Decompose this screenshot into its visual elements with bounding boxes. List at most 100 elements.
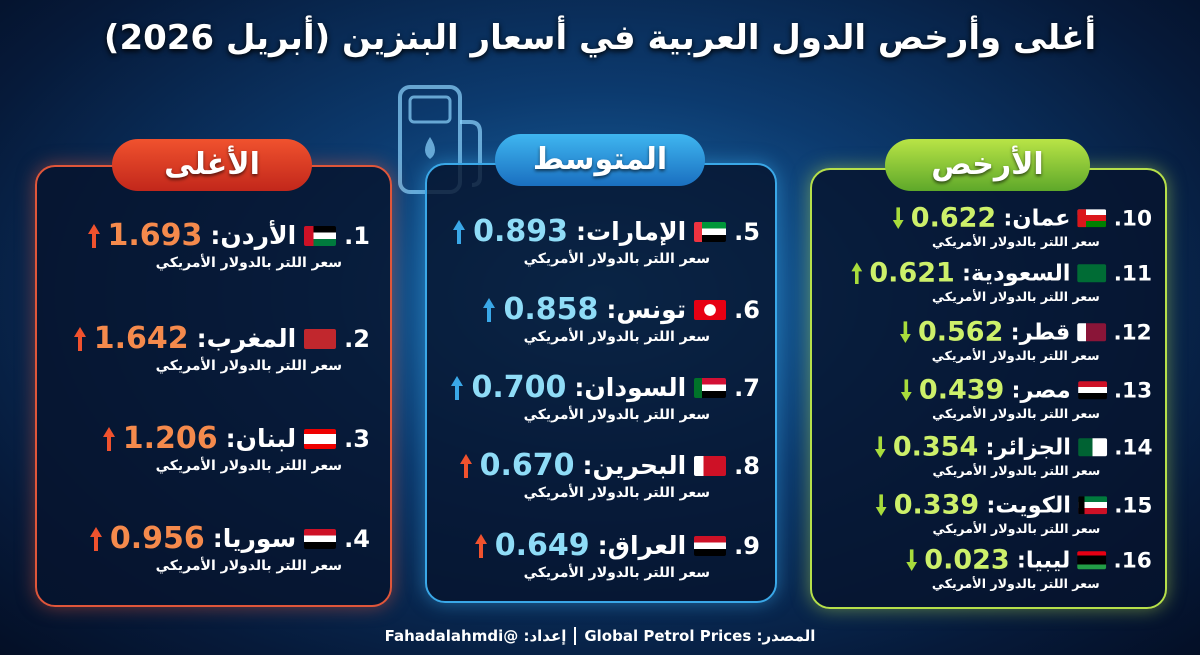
rank: 9. <box>734 531 760 560</box>
rank: 10. <box>1113 205 1152 231</box>
item-row: 8. البحرين: 0.670 <box>459 448 760 483</box>
separator <box>574 627 577 645</box>
column-heading: الأرخص <box>885 139 1090 191</box>
item-row: 3. لبنان: 1.206 <box>102 421 370 456</box>
rank: 3. <box>344 424 370 453</box>
list-item: 6. تونس: 0.858 سعر اللتر بالدولار الأمريكي <box>483 292 760 345</box>
price: 0.956 <box>109 521 205 556</box>
item-row: 4. سوريا: 0.956 <box>89 521 370 556</box>
list-item: 7. السودان: 0.700 سعر اللتر بالدولار الأمري… <box>451 370 760 423</box>
item-row: 12. قطر: 0.562 <box>900 316 1152 348</box>
flag <box>304 528 337 549</box>
rank: 15. <box>1113 492 1152 518</box>
item-row: 6. تونس: 0.858 <box>483 292 760 327</box>
flag <box>304 225 337 246</box>
flag <box>1077 380 1107 399</box>
price: 1.206 <box>122 421 218 456</box>
trend-arrow <box>474 533 487 558</box>
country-name: العراق: <box>597 531 687 560</box>
country-name: ليبيا: <box>1017 546 1071 573</box>
item-row: 10. عمان: 0.622 <box>892 202 1152 234</box>
rank: 14. <box>1113 434 1152 460</box>
trend-arrow <box>87 223 100 248</box>
rank: 11. <box>1113 260 1152 286</box>
list-item: 11. السعودية: 0.621 سعر اللتر بالدولار الأم… <box>851 257 1152 305</box>
country-name: البحرين: <box>582 451 687 480</box>
rank: 1. <box>344 221 370 250</box>
trend-arrow <box>892 206 904 229</box>
rank: 16. <box>1113 547 1152 573</box>
price: 0.439 <box>918 374 1005 406</box>
item-row: 14. الجزائر: 0.354 <box>874 431 1152 463</box>
price: 1.693 <box>107 218 203 253</box>
country-name: قطر: <box>1010 318 1071 345</box>
flag <box>694 299 727 320</box>
price-unit: سعر اللتر بالدولار الأمريكي <box>523 485 710 501</box>
flag <box>304 328 337 349</box>
country-name: الكويت: <box>985 491 1071 518</box>
trend-arrow <box>89 526 102 551</box>
list-item: 12. قطر: 0.562 سعر اللتر بالدولار الأمريكي <box>900 316 1152 364</box>
country-name: السعودية: <box>962 259 1071 286</box>
item-row: 16. ليبيا: 0.023 <box>906 544 1152 576</box>
rank: 2. <box>344 324 370 353</box>
trend-arrow <box>459 453 472 478</box>
item-row: 2. المغرب: 1.642 <box>73 321 370 356</box>
trend-arrow <box>102 426 115 451</box>
price: 0.023 <box>924 544 1010 576</box>
flag <box>1077 208 1107 227</box>
price: 0.339 <box>893 489 979 521</box>
price-unit: سعر اللتر بالدولار الأمريكي <box>155 458 342 474</box>
country-name: سوريا: <box>212 524 297 553</box>
list-item: 3. لبنان: 1.206 سعر اللتر بالدولار الأمريكي <box>102 421 370 474</box>
item-row: 11. السعودية: 0.621 <box>851 257 1152 289</box>
price-unit: سعر اللتر بالدولار الأمريكي <box>523 251 710 267</box>
price-unit: سعر اللتر بالدولار الأمريكي <box>155 358 342 374</box>
price: 0.670 <box>479 448 575 483</box>
author: إعداد: @Fahadalahmdi <box>384 627 567 645</box>
price-unit: سعر اللتر بالدولار الأمريكي <box>523 407 710 423</box>
trend-arrow <box>900 378 912 401</box>
column-panel <box>810 168 1167 609</box>
item-row: 13. مصر: 0.439 <box>900 374 1152 406</box>
flag <box>694 377 727 398</box>
trend-arrow <box>900 320 912 343</box>
trend-arrow <box>453 219 466 244</box>
price-unit: سعر اللتر بالدولار الأمريكي <box>932 407 1100 422</box>
country-name: المغرب: <box>196 324 297 353</box>
list-item: 10. عمان: 0.622 سعر اللتر بالدولار الأمريكي <box>892 202 1152 250</box>
price-unit: سعر اللتر بالدولار الأمريكي <box>932 290 1100 305</box>
item-row: 9. العراق: 0.649 <box>474 528 760 563</box>
rank: 4. <box>344 524 370 553</box>
item-row: 1. الأردن: 1.693 <box>87 218 370 253</box>
price: 0.893 <box>473 214 569 249</box>
item-row: 7. السودان: 0.700 <box>451 370 760 405</box>
footer: المصدر: Global Petrol Prices إعداد: @Fah… <box>0 627 1200 645</box>
flag <box>1077 263 1107 282</box>
country-name: السودان: <box>574 373 687 402</box>
flag <box>304 428 337 449</box>
trend-arrow <box>906 548 918 571</box>
trend-arrow <box>451 375 464 400</box>
price-unit: سعر اللتر بالدولار الأمريكي <box>932 577 1100 592</box>
title: أغلى وأرخص الدول العربية في أسعار البنزي… <box>103 18 1097 58</box>
list-item: 14. الجزائر: 0.354 سعر اللتر بالدولار الأمر… <box>874 431 1152 479</box>
list-item: 4. سوريا: 0.956 سعر اللتر بالدولار الأمريكي <box>89 521 370 574</box>
country-name: عمان: <box>1003 204 1071 231</box>
column-heading: المتوسط <box>495 134 705 186</box>
rank: 13. <box>1113 377 1152 403</box>
rank: 12. <box>1113 319 1152 345</box>
price-unit: سعر اللتر بالدولار الأمريكي <box>155 255 342 271</box>
price: 0.354 <box>892 431 978 463</box>
flag <box>1077 322 1107 341</box>
price-unit: سعر اللتر بالدولار الأمريكي <box>523 565 710 581</box>
price: 1.642 <box>93 321 189 356</box>
country-name: لبنان: <box>225 424 297 453</box>
price: 0.700 <box>471 370 567 405</box>
trend-arrow <box>73 326 86 351</box>
price-unit: سعر اللتر بالدولار الأمريكي <box>932 464 1100 479</box>
trend-arrow <box>875 493 887 516</box>
price: 0.621 <box>869 257 955 289</box>
flag <box>694 221 727 242</box>
